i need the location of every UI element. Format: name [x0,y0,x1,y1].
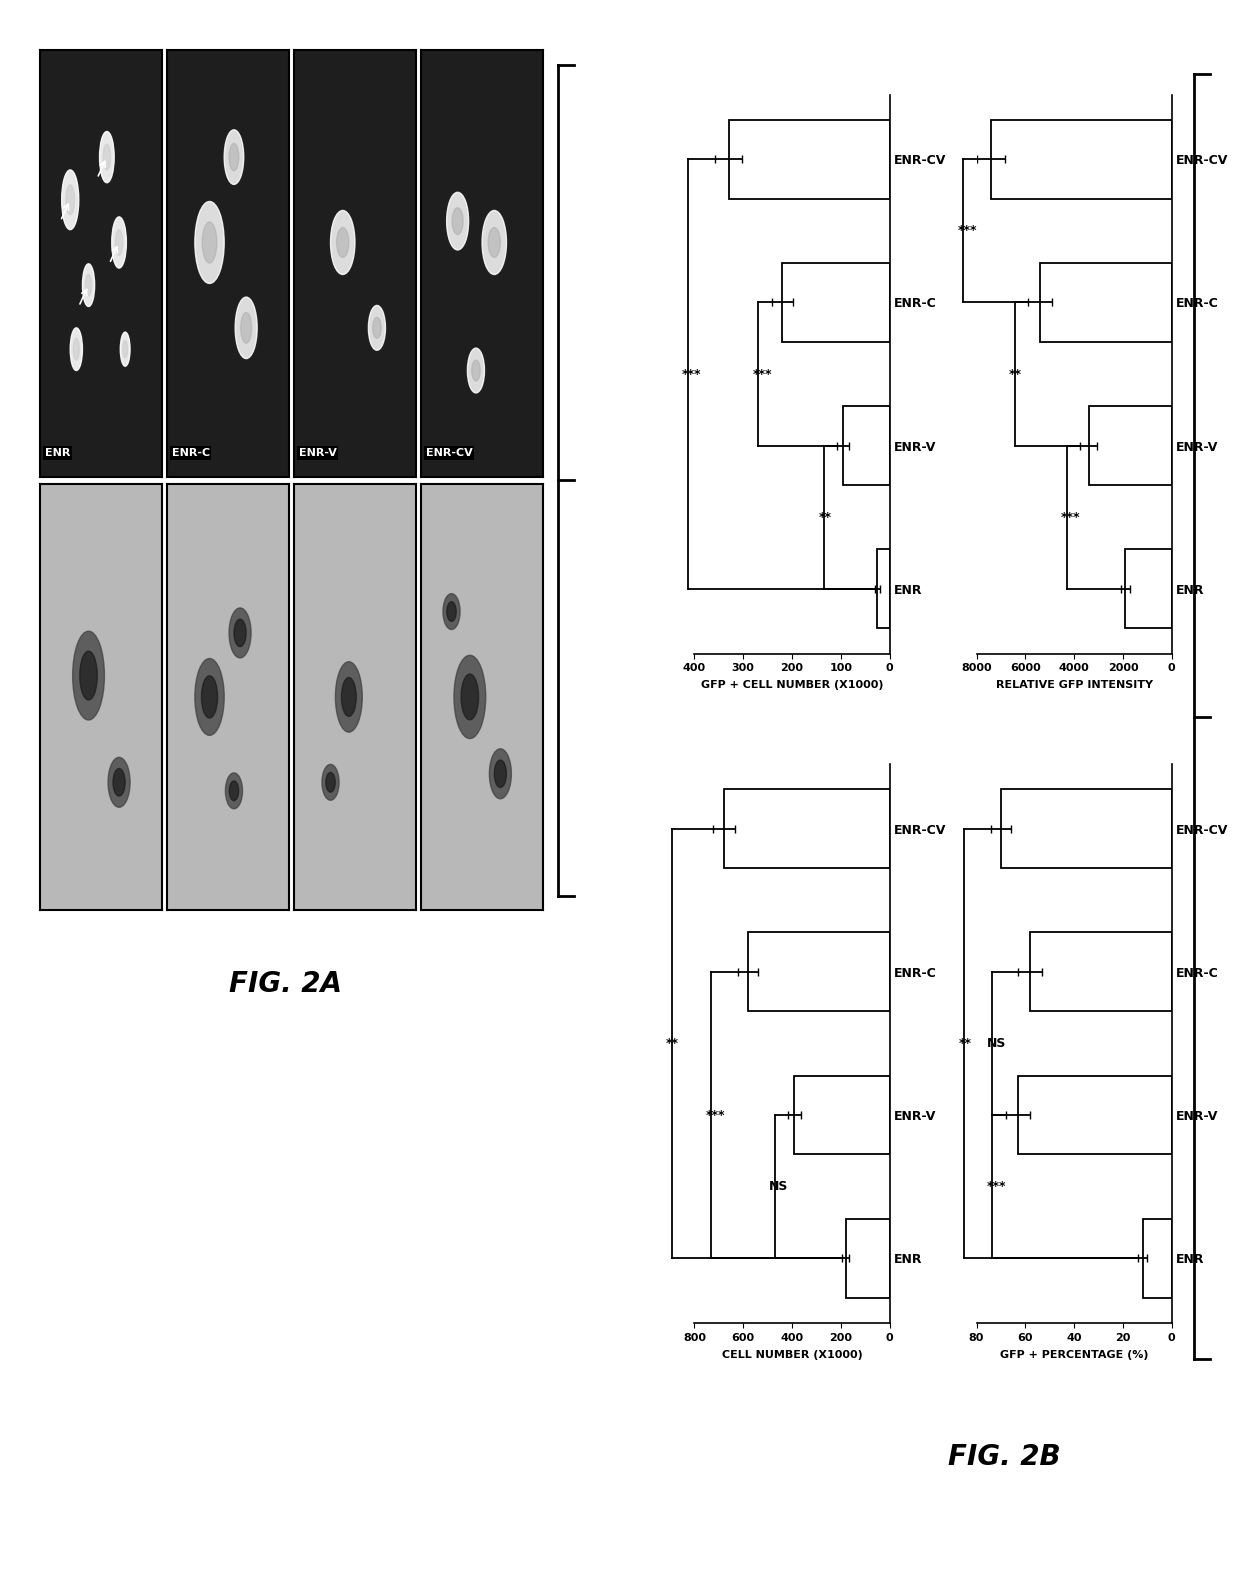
Bar [1018,1076,1172,1154]
X-axis label: GFP + CELL NUMBER (X1000): GFP + CELL NUMBER (X1000) [701,680,883,690]
Ellipse shape [241,312,252,343]
Circle shape [73,339,79,359]
Circle shape [86,274,92,296]
Ellipse shape [454,655,486,739]
Text: FIG. 2B: FIG. 2B [949,1443,1060,1471]
Text: ***: *** [706,1109,725,1121]
Ellipse shape [202,222,217,263]
Ellipse shape [73,632,104,720]
Bar [782,263,890,342]
Circle shape [123,340,128,358]
Ellipse shape [322,764,339,800]
Text: ENR: ENR [45,447,69,458]
Bar [991,120,1172,198]
Ellipse shape [443,594,460,630]
Bar [729,120,890,198]
Ellipse shape [236,298,257,359]
X-axis label: CELL NUMBER (X1000): CELL NUMBER (X1000) [722,1350,863,1359]
Ellipse shape [373,318,381,339]
Text: ENR-V: ENR-V [299,447,336,458]
Ellipse shape [490,748,511,799]
Text: **: ** [1009,367,1022,381]
Ellipse shape [201,676,217,718]
Ellipse shape [461,674,479,720]
Ellipse shape [229,143,239,170]
Circle shape [82,265,94,307]
Ellipse shape [341,677,356,717]
Bar [1142,1219,1172,1298]
Text: ENR-CV: ENR-CV [425,447,472,458]
Ellipse shape [453,208,463,235]
Text: ***: *** [987,1180,1006,1194]
Ellipse shape [234,619,246,647]
Ellipse shape [326,772,335,792]
Ellipse shape [368,306,386,350]
Bar [1040,263,1172,342]
Circle shape [112,217,126,268]
Ellipse shape [113,769,125,795]
Text: ***: *** [682,367,702,381]
Text: **: ** [666,1036,680,1051]
Ellipse shape [108,758,130,808]
Circle shape [71,328,82,370]
Ellipse shape [195,202,224,284]
Ellipse shape [224,129,244,184]
Text: ENR-C: ENR-C [171,447,210,458]
Bar [1126,550,1172,628]
Bar [795,1076,890,1154]
Text: **: ** [959,1036,971,1051]
Ellipse shape [229,608,250,658]
Ellipse shape [446,602,456,622]
Circle shape [66,184,74,214]
Circle shape [120,332,130,367]
Text: NS: NS [769,1180,789,1194]
Text: ***: *** [753,367,773,381]
Bar [1030,932,1172,1011]
Circle shape [99,131,114,183]
Text: ***: *** [957,224,977,238]
Circle shape [62,170,79,230]
Circle shape [115,230,123,255]
Bar [748,932,890,1011]
X-axis label: RELATIVE GFP INTENSITY: RELATIVE GFP INTENSITY [996,680,1153,690]
Bar [843,406,890,485]
Ellipse shape [335,662,362,732]
Ellipse shape [446,192,469,250]
Circle shape [103,145,110,170]
Ellipse shape [195,658,224,736]
Ellipse shape [489,227,501,257]
Ellipse shape [226,773,243,810]
Ellipse shape [482,211,506,274]
Text: FIG. 2A: FIG. 2A [228,970,342,999]
Bar [1001,789,1172,868]
X-axis label: GFP + PERCENTAGE (%): GFP + PERCENTAGE (%) [999,1350,1148,1359]
Bar [1089,406,1172,485]
Bar [878,550,890,628]
Bar [846,1219,890,1298]
Text: NS: NS [987,1036,1006,1051]
Ellipse shape [79,650,97,699]
Bar [724,789,890,868]
Ellipse shape [336,227,348,257]
Ellipse shape [471,361,480,381]
Text: **: ** [818,510,831,524]
Text: ***: *** [1061,510,1080,524]
Ellipse shape [467,348,485,392]
Ellipse shape [495,761,506,788]
Ellipse shape [331,211,355,274]
Ellipse shape [229,781,238,800]
